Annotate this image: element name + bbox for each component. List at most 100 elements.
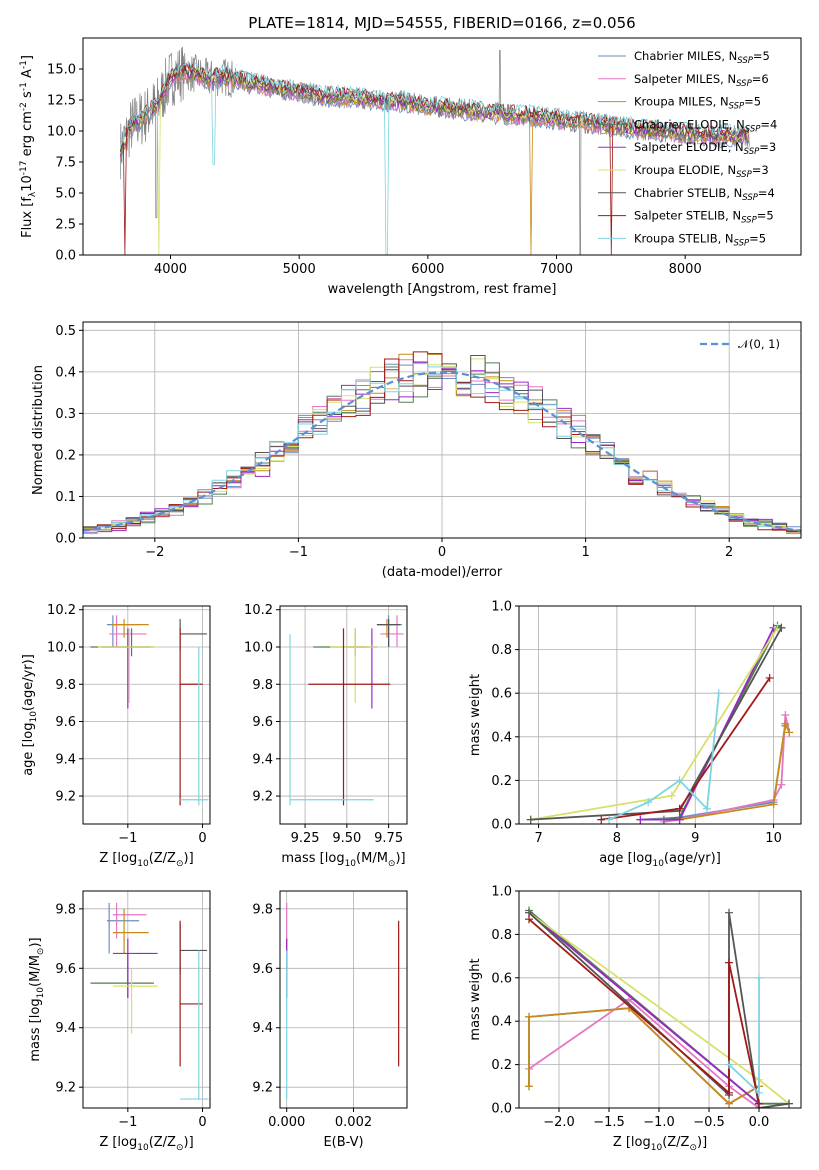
x-tick-label: 9.25 <box>291 831 320 846</box>
y-tick-label: 5.0 <box>55 187 76 202</box>
mass-weight-marker <box>675 815 684 824</box>
y-tick-label: 9.8 <box>55 902 76 917</box>
x-tick-label: −1 <box>118 831 137 846</box>
x-axis-label: Z [log10​(Z/Z⊙​)] <box>613 1135 707 1153</box>
legend-entry: Salpeter ELODIE, NSSP=3 <box>634 140 776 157</box>
mass-weight-marker <box>667 791 676 800</box>
legend-entry: Chabrier ELODIE, NSSP=4 <box>634 117 777 134</box>
x-tick-label: 0 <box>198 831 206 846</box>
panel-mass_vs_ebv: 0.000 0.002 9.2 9.4 9.6 9.8 E(B-V) <box>252 890 408 1150</box>
x-axis-label: mass [log10​(M/M⊙​)] <box>281 851 405 869</box>
legend-entry: Kroupa ELODIE, NSSP=3 <box>634 163 769 180</box>
x-tick-label: 7 <box>534 831 542 846</box>
normal-distribution-curve <box>83 371 801 532</box>
x-tick-label: 8000 <box>669 262 702 277</box>
panel-spectrum: 4000 5000 6000 7000 8000 0.0 2.5 5.0 7.5 10.0 12.5… <box>19 37 802 297</box>
y-tick-label: 9.2 <box>252 1081 273 1096</box>
x-tick-label: 0.000 <box>268 1115 305 1130</box>
y-tick-label: 10.2 <box>47 603 76 618</box>
x-tick-label: 10 <box>765 831 782 846</box>
axes-frame <box>82 890 211 1109</box>
y-tick-label: 9.2 <box>55 1081 76 1096</box>
plot-area <box>83 351 801 535</box>
mass-weight-marker <box>525 1012 533 1021</box>
residual-histogram-step <box>83 351 801 532</box>
axes-frame <box>518 605 802 825</box>
mass-weight-marker <box>714 689 723 698</box>
x-tick-label: −1 <box>289 545 308 560</box>
x-tick-label: 6000 <box>411 262 444 277</box>
model-spectrum-line <box>119 62 750 255</box>
y-tick-label: 9.2 <box>55 790 76 805</box>
mass-weight-marker <box>755 1088 763 1097</box>
y-tick-label: 0.1 <box>55 490 76 505</box>
mass-weight-marker <box>675 804 684 813</box>
y-tick-label: 0.3 <box>55 407 76 422</box>
y-tick-label: 0.0 <box>491 1102 512 1117</box>
mass-weight-marker <box>725 958 733 967</box>
plot-area <box>119 46 750 255</box>
y-tick-label: 9.4 <box>252 1021 273 1036</box>
x-tick-label: 0.002 <box>335 1115 372 1130</box>
x-tick-label: 9 <box>691 831 699 846</box>
mass-weight-marker <box>781 719 790 728</box>
legend-entry: Kroupa STELIB, NSSP=5 <box>634 231 766 248</box>
x-tick-label: −1.0 <box>643 1115 675 1130</box>
mass-weight-marker <box>765 673 774 682</box>
x-tick-label: 7000 <box>540 262 573 277</box>
y-tick-label: 0.6 <box>491 971 512 986</box>
mass-weight-marker <box>644 798 653 807</box>
y-tick-label: 10.0 <box>244 640 273 655</box>
legend-entry: Chabrier MILES, NSSP=5 <box>634 49 770 66</box>
mass-weight-marker <box>725 1099 733 1108</box>
y-tick-label: 0.5 <box>55 324 76 339</box>
y-tick-label: 9.2 <box>252 790 273 805</box>
y-tick-label: 9.4 <box>252 752 273 767</box>
mass-weight-marker <box>725 908 733 917</box>
plot-area <box>286 902 400 1100</box>
axes-frame <box>518 890 802 1109</box>
legend-entry: Salpeter STELIB, NSSP=5 <box>634 209 774 226</box>
mass-weight-line <box>528 918 760 1104</box>
x-axis-label: Z [log10​(Z/Z⊙​)] <box>99 1135 193 1153</box>
x-tick-label: 0 <box>438 545 446 560</box>
x-tick-label: 1 <box>581 545 589 560</box>
y-tick-label: 15.0 <box>47 63 76 78</box>
panel-age_vs_Z: −1 0 9.2 9.4 9.6 9.8 10.0 10.2 Z [log10​(Z/Z⊙​)]… <box>21 603 211 869</box>
legend-entry: 𝒩(0, 1) <box>738 337 780 351</box>
y-tick-label: 9.8 <box>55 678 76 693</box>
y-tick-label: 0.0 <box>491 818 512 833</box>
panel-residuals: −2 −1 0 1 2 0.0 0.1 0.2 0.3 0.4 0.5 (data-model)/er… <box>31 321 802 580</box>
y-tick-label: 9.4 <box>55 752 76 767</box>
plot-area <box>90 615 209 806</box>
x-axis-label: Z [log10​(Z/Z⊙​)] <box>99 851 193 869</box>
panel-age_vs_mass: 9.25 9.50 9.75 9.2 9.4 9.6 9.8 10.0 10.2 mass [lo… <box>244 603 408 869</box>
mass-weight-marker <box>703 804 711 813</box>
x-tick-label: −2 <box>145 545 164 560</box>
y-tick-label: 1.0 <box>491 885 512 900</box>
mass-weight-marker <box>525 915 533 924</box>
axes-frame <box>279 890 408 1109</box>
y-axis-label: mass [log10​(M/M⊙​)] <box>28 937 46 1061</box>
mass-weight-marker <box>777 780 786 789</box>
y-tick-label: 9.6 <box>252 962 273 977</box>
y-axis-label: mass weight <box>468 958 483 1040</box>
y-tick-label: 0.6 <box>491 687 512 702</box>
mass-weight-marker <box>769 800 778 809</box>
residual-histogram-step <box>83 363 801 535</box>
panel-mass_weight_vs_age: 7 8 9 10 0.0 0.2 0.4 0.6 0.8 1.0 age [log10​(age/y… <box>468 600 802 869</box>
mass-weight-marker <box>785 728 794 737</box>
mass-weight-marker <box>725 1088 733 1097</box>
y-tick-label: 0.0 <box>55 249 76 264</box>
mass-weight-line <box>528 998 760 1108</box>
y-tick-label: 9.6 <box>252 715 273 730</box>
legend-entry: Salpeter MILES, NSSP=6 <box>634 72 769 89</box>
y-tick-label: 2.5 <box>55 218 76 233</box>
x-axis-label: age [log10​(age/yr)] <box>599 851 721 869</box>
panel-mass_vs_Z: −1 0 9.2 9.4 9.6 9.8 Z [log10​(Z/Z⊙​)] mass [lo… <box>28 890 211 1153</box>
y-tick-label: 0.2 <box>491 1058 512 1073</box>
mass-weight-marker <box>597 815 606 824</box>
plot-area <box>90 902 209 1100</box>
